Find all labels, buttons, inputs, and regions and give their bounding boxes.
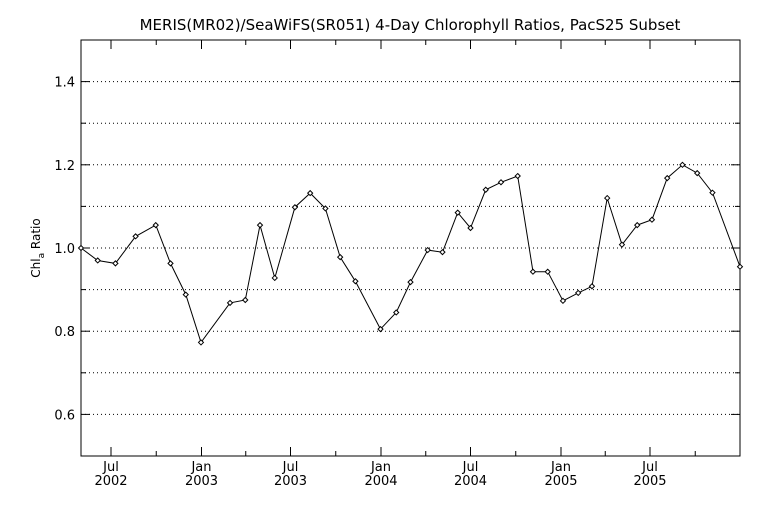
data-point [559, 297, 567, 305]
data-point [167, 260, 174, 267]
x-tick-label-month: Jul [102, 460, 119, 475]
data-point [112, 260, 119, 267]
data-point [482, 186, 489, 193]
x-tick-label-year: 2005 [544, 474, 577, 489]
y-tick-label: 0.6 [54, 408, 75, 423]
data-point [336, 253, 344, 261]
data-point [377, 325, 384, 333]
data-point [634, 221, 641, 229]
x-tick-label-year: 2004 [454, 474, 487, 489]
x-tick-label-year: 2003 [274, 474, 307, 489]
x-tick-label-year: 2005 [633, 474, 666, 489]
data-point [664, 174, 671, 182]
series-line [80, 164, 741, 344]
data-point [588, 283, 596, 290]
data-point [454, 209, 461, 216]
data-point [514, 172, 521, 180]
y-axis: 0.6 0.8 1.0 1.2 1.4 [54, 39, 740, 457]
data-point [94, 257, 101, 264]
data-point [393, 309, 400, 316]
x-tick-label-year: 2003 [185, 474, 218, 489]
data-point [197, 339, 205, 346]
y-tick-label: 1.2 [54, 159, 75, 174]
data-point [182, 291, 189, 298]
data-point [679, 161, 686, 169]
data-point [467, 224, 474, 232]
data-point [574, 289, 582, 297]
data-point [648, 216, 656, 223]
x-axis: Jul2002Jan2003Jul2003Jan2004Jul2004Jan20… [94, 40, 696, 489]
y-axis-label-subscript: a [37, 253, 47, 259]
data-point [291, 204, 299, 211]
gridlines [81, 81, 740, 415]
data-point [618, 241, 626, 248]
data-point [544, 268, 551, 275]
x-tick-label-month: Jul [282, 460, 299, 475]
data-point [306, 189, 314, 197]
y-tick-label: 0.8 [54, 325, 75, 340]
data-point [694, 169, 701, 177]
data-point [424, 246, 431, 254]
data-point [529, 268, 537, 275]
x-tick-label-year: 2004 [364, 474, 397, 489]
data-point [709, 189, 716, 196]
data-point [497, 179, 505, 186]
data-point [242, 296, 249, 304]
data-point [256, 221, 264, 229]
x-tick-label-year: 2002 [94, 474, 127, 489]
data-point [152, 221, 159, 229]
data-point [77, 244, 85, 252]
data-point [736, 263, 744, 270]
data-point [322, 205, 329, 212]
data-point [407, 278, 414, 286]
y-tick-label: 1.4 [54, 76, 75, 91]
x-tick-label-month: Jan [550, 460, 571, 475]
x-tick-label-month: Jan [190, 460, 211, 475]
y-axis-label-rest: Ratio [29, 218, 43, 253]
y-axis-label-main: Chl [29, 258, 43, 277]
data-point [226, 299, 234, 307]
x-tick-label-month: Jul [641, 460, 658, 475]
chart-title: MERIS(MR02)/SeaWiFS(SR051) 4-Day Chlorop… [140, 16, 681, 34]
series-chl-ratio [77, 161, 744, 346]
x-tick-label-month: Jan [370, 460, 391, 475]
data-point [132, 233, 139, 240]
y-axis-label: Chla Ratio [29, 218, 47, 277]
data-point [439, 248, 446, 256]
data-point [271, 274, 278, 282]
data-point [352, 278, 359, 285]
y-tick-label: 1.0 [54, 242, 75, 257]
x-tick-label-month: Jul [462, 460, 479, 475]
data-point [604, 194, 611, 202]
